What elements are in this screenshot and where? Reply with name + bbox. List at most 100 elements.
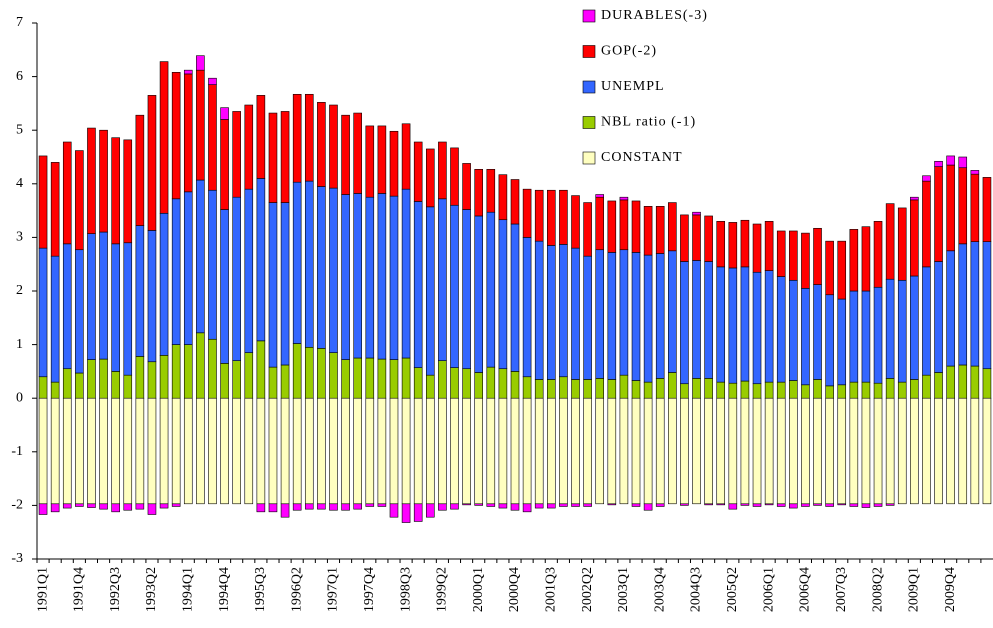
- bar: [801, 232, 810, 289]
- bar: [220, 209, 229, 364]
- bar: [970, 170, 980, 175]
- bar: [304, 346, 314, 399]
- bar: [62, 368, 72, 399]
- bar: [789, 279, 798, 381]
- bar: [304, 180, 314, 348]
- bar: [837, 298, 847, 386]
- y-tick-label: 5: [16, 122, 23, 137]
- bar: [450, 367, 459, 399]
- bar: [946, 365, 955, 399]
- bar: [716, 503, 726, 506]
- bar: [304, 93, 314, 182]
- x-tick-label: 2002Q2: [580, 567, 595, 612]
- bar: [970, 397, 980, 505]
- x-tick-label: 2009Q1: [907, 567, 922, 612]
- bar: [716, 221, 726, 268]
- bar: [123, 139, 133, 244]
- bar: [171, 198, 181, 345]
- bar: [680, 503, 689, 506]
- bar: [256, 95, 266, 179]
- bar: [135, 356, 145, 399]
- bar: [571, 247, 580, 380]
- bar: [510, 371, 520, 399]
- bar: [571, 397, 580, 505]
- bar: [111, 243, 120, 372]
- bar: [801, 397, 810, 505]
- bar: [970, 173, 980, 242]
- bar: [692, 378, 701, 399]
- bar: [268, 112, 278, 203]
- bar: [873, 382, 883, 399]
- bar: [256, 397, 266, 505]
- bar: [353, 357, 362, 399]
- bar: [595, 194, 605, 198]
- bar: [256, 503, 266, 513]
- bar: [99, 231, 108, 360]
- x-tick-label: 1998Q3: [398, 567, 413, 612]
- bar: [631, 380, 641, 399]
- bar: [244, 188, 254, 353]
- bar: [813, 227, 822, 285]
- bar: [171, 72, 181, 200]
- bar: [389, 503, 399, 518]
- bar: [135, 397, 145, 505]
- bar: [510, 503, 520, 511]
- bar: [123, 397, 133, 505]
- bar: [619, 397, 629, 505]
- bar: [522, 237, 532, 378]
- bar: [643, 206, 653, 256]
- bar: [377, 503, 387, 507]
- bar: [752, 397, 762, 505]
- bar: [547, 189, 556, 246]
- bar: [123, 503, 133, 511]
- bar: [595, 378, 605, 399]
- bar: [365, 196, 375, 359]
- bar: [486, 366, 496, 399]
- bar: [813, 379, 822, 399]
- bar: [389, 195, 399, 360]
- legend-label: UNEMPL: [601, 79, 665, 94]
- bar: [377, 397, 387, 505]
- legend-swatch: [582, 80, 596, 94]
- bar: [849, 397, 859, 505]
- bar: [631, 252, 641, 381]
- bar: [704, 261, 713, 379]
- bar: [837, 503, 847, 506]
- bar: [946, 155, 955, 166]
- legend-label: GOP(-2): [601, 44, 657, 59]
- bar: [50, 503, 60, 513]
- bar: [716, 397, 726, 505]
- bar: [474, 169, 483, 217]
- bar: [220, 107, 229, 120]
- bar: [837, 240, 847, 300]
- bar: [123, 374, 133, 399]
- bar: [825, 503, 834, 507]
- bar: [50, 162, 60, 257]
- bar: [571, 503, 580, 507]
- bar: [692, 211, 701, 216]
- bar: [474, 372, 483, 399]
- x-tick-label: 1991Q4: [72, 567, 87, 612]
- bar: [280, 111, 290, 203]
- bar: [583, 379, 592, 399]
- bar: [474, 215, 483, 373]
- bar: [498, 368, 508, 399]
- bar: [801, 503, 810, 507]
- x-tick-label: 2003Q4: [652, 567, 667, 612]
- bar: [982, 241, 992, 370]
- bar: [764, 397, 774, 505]
- bar: [619, 249, 629, 376]
- bar: [801, 288, 810, 386]
- bar: [353, 112, 362, 194]
- bar: [486, 503, 496, 507]
- bar: [292, 343, 302, 399]
- bar: [571, 195, 580, 249]
- bar: [317, 503, 326, 510]
- bar: [159, 397, 169, 505]
- x-tick-label: 2000Q4: [507, 567, 522, 612]
- bar: [692, 214, 701, 261]
- bar: [498, 397, 508, 505]
- bar: [171, 344, 181, 399]
- bar: [268, 202, 278, 368]
- bar: [752, 503, 762, 507]
